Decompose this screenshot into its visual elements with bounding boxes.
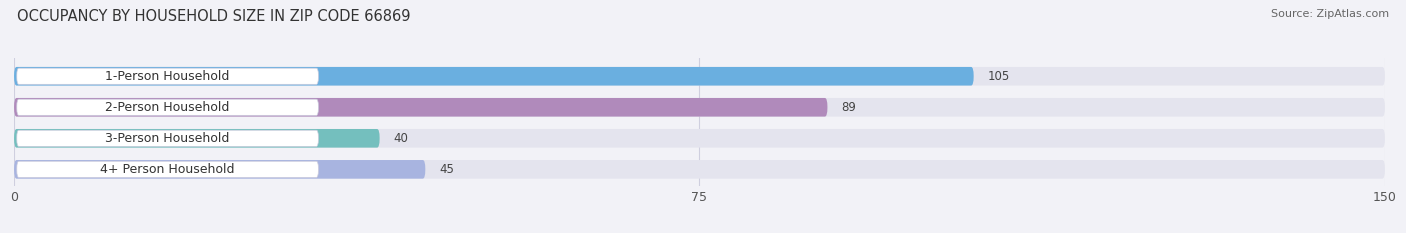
FancyBboxPatch shape: [14, 67, 1385, 86]
Text: 1-Person Household: 1-Person Household: [105, 70, 229, 83]
FancyBboxPatch shape: [14, 98, 1385, 116]
FancyBboxPatch shape: [17, 99, 318, 115]
FancyBboxPatch shape: [14, 160, 1385, 179]
FancyBboxPatch shape: [17, 68, 318, 84]
Text: 3-Person Household: 3-Person Household: [105, 132, 229, 145]
Text: 2-Person Household: 2-Person Household: [105, 101, 229, 114]
Text: 4+ Person Household: 4+ Person Household: [100, 163, 235, 176]
Text: 45: 45: [439, 163, 454, 176]
Text: 105: 105: [987, 70, 1010, 83]
Text: OCCUPANCY BY HOUSEHOLD SIZE IN ZIP CODE 66869: OCCUPANCY BY HOUSEHOLD SIZE IN ZIP CODE …: [17, 9, 411, 24]
FancyBboxPatch shape: [14, 67, 974, 86]
FancyBboxPatch shape: [17, 161, 318, 177]
FancyBboxPatch shape: [14, 129, 1385, 148]
FancyBboxPatch shape: [14, 129, 380, 148]
Text: 40: 40: [394, 132, 408, 145]
FancyBboxPatch shape: [14, 98, 827, 116]
Text: Source: ZipAtlas.com: Source: ZipAtlas.com: [1271, 9, 1389, 19]
FancyBboxPatch shape: [14, 160, 426, 179]
Text: 89: 89: [841, 101, 856, 114]
FancyBboxPatch shape: [17, 130, 318, 146]
